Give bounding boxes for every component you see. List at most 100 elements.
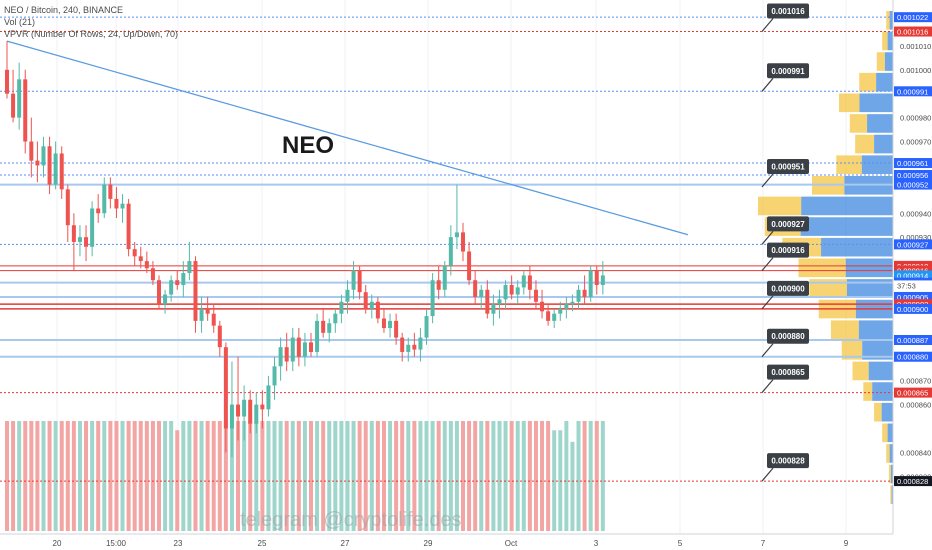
volume-bar — [302, 421, 307, 531]
volume-bar — [339, 421, 344, 531]
volume-bar — [205, 421, 210, 531]
volume-bar — [181, 421, 186, 531]
note-text: 0.000916 — [771, 246, 805, 255]
candle-body — [236, 404, 241, 417]
time-axis: 20 15:00 23 25 27 29 Oct 3 5 7 9 — [53, 539, 849, 548]
candle-body — [284, 347, 289, 362]
price-tick-label: 0.000840 — [900, 448, 931, 457]
volume-bar — [59, 421, 64, 531]
volume-bar — [369, 421, 374, 531]
price-tick-label: 0.001010 — [900, 42, 931, 51]
candle-body — [564, 304, 569, 309]
candle-body — [108, 184, 113, 199]
volume-bar — [388, 421, 393, 531]
candle-body — [448, 237, 453, 266]
candles — [5, 41, 605, 458]
candle-body — [315, 320, 320, 352]
vpvr-row-down — [758, 196, 802, 216]
price-tag-label: 0.000865 — [897, 389, 928, 398]
candle-body — [582, 289, 587, 297]
price-tag — [894, 387, 932, 398]
volume-bar — [442, 421, 447, 531]
candle-body — [576, 289, 581, 302]
volume-bar — [163, 421, 168, 531]
vpvr-row-down — [886, 444, 890, 463]
candle-body — [509, 285, 514, 295]
price-tag-label: 0.000880 — [897, 353, 928, 362]
candle-body — [552, 313, 557, 321]
candle-body — [35, 160, 40, 166]
volume-bar — [461, 421, 465, 531]
note-pointer — [761, 18, 774, 32]
note-box — [767, 63, 809, 79]
candle-body — [248, 399, 253, 424]
vpvr-row-up — [861, 155, 893, 174]
volume-bar — [527, 421, 532, 531]
volume-bar — [515, 421, 520, 531]
vpvr-legend[interactable]: VPVR (Number Of Rows, 24, Up/Down, 70) — [4, 29, 178, 39]
volume-bar — [375, 421, 380, 531]
vpvr-row-up — [845, 258, 893, 278]
candle-body — [540, 301, 545, 312]
time-tick-label: 20 — [53, 539, 62, 548]
volume-bar — [41, 421, 46, 531]
candle-body — [527, 275, 532, 290]
candle-body — [357, 270, 362, 293]
price-tag — [894, 158, 932, 169]
volume-bar — [497, 421, 502, 531]
candle-body — [497, 299, 502, 305]
volume-bar — [96, 421, 101, 531]
vpvr-row-down — [855, 134, 875, 154]
time-tick-label: 29 — [424, 539, 433, 548]
candle-body — [369, 301, 374, 309]
volume-bar — [345, 421, 350, 531]
volume-bar — [5, 421, 9, 531]
volume-bar — [485, 421, 490, 531]
volume-legend[interactable]: Vol (21) — [4, 17, 35, 27]
chart-title: NEO — [282, 132, 334, 159]
vpvr-row-up — [887, 31, 893, 51]
vpvr-row-up — [872, 382, 893, 401]
volume-bar — [533, 421, 538, 531]
candle-body — [558, 308, 563, 314]
price-tag-label: 0.001022 — [897, 13, 928, 22]
note-pointer — [761, 379, 774, 393]
candle-body — [272, 366, 277, 386]
volume-bar — [327, 421, 332, 531]
candle-body — [278, 347, 283, 367]
candle-body — [181, 273, 186, 285]
vpvr-row-up — [889, 11, 893, 30]
vpvr-row-down — [876, 52, 885, 71]
volume-bar — [242, 421, 247, 531]
price-tick-label: 0.000970 — [900, 138, 931, 147]
price-tag — [894, 303, 932, 314]
candle-body — [47, 146, 52, 185]
trendline[interactable] — [6, 40, 689, 236]
candle-body — [175, 280, 180, 285]
volume-bar — [503, 421, 508, 531]
candle-body — [430, 280, 435, 317]
price-tag-label: 0.000956 — [897, 171, 928, 180]
candle-body — [138, 256, 143, 262]
candle-body — [521, 275, 526, 288]
price-tag-label: 0.000991 — [897, 87, 928, 96]
symbol-legend[interactable]: NEO / Bitcoin, 240, BINANCE — [4, 5, 123, 15]
volume-bar — [521, 421, 526, 531]
volume-bar — [11, 421, 16, 531]
candle-body — [114, 198, 119, 209]
note-pointer — [761, 230, 774, 245]
volume-bar — [90, 421, 95, 531]
vpvr-row-up — [867, 114, 893, 133]
volume-bar — [132, 421, 137, 531]
note-text: 0.001016 — [771, 7, 805, 16]
volume-bar — [29, 421, 34, 531]
candle-body — [479, 289, 484, 297]
price-tag-label: 0.000900 — [897, 305, 928, 314]
countdown-label: 37:53 — [897, 281, 916, 290]
candle-body — [327, 323, 332, 333]
candle-body — [84, 237, 89, 247]
vpvr-row-up — [821, 237, 893, 257]
vpvr-row-down — [888, 464, 891, 484]
candle-body — [223, 347, 228, 429]
